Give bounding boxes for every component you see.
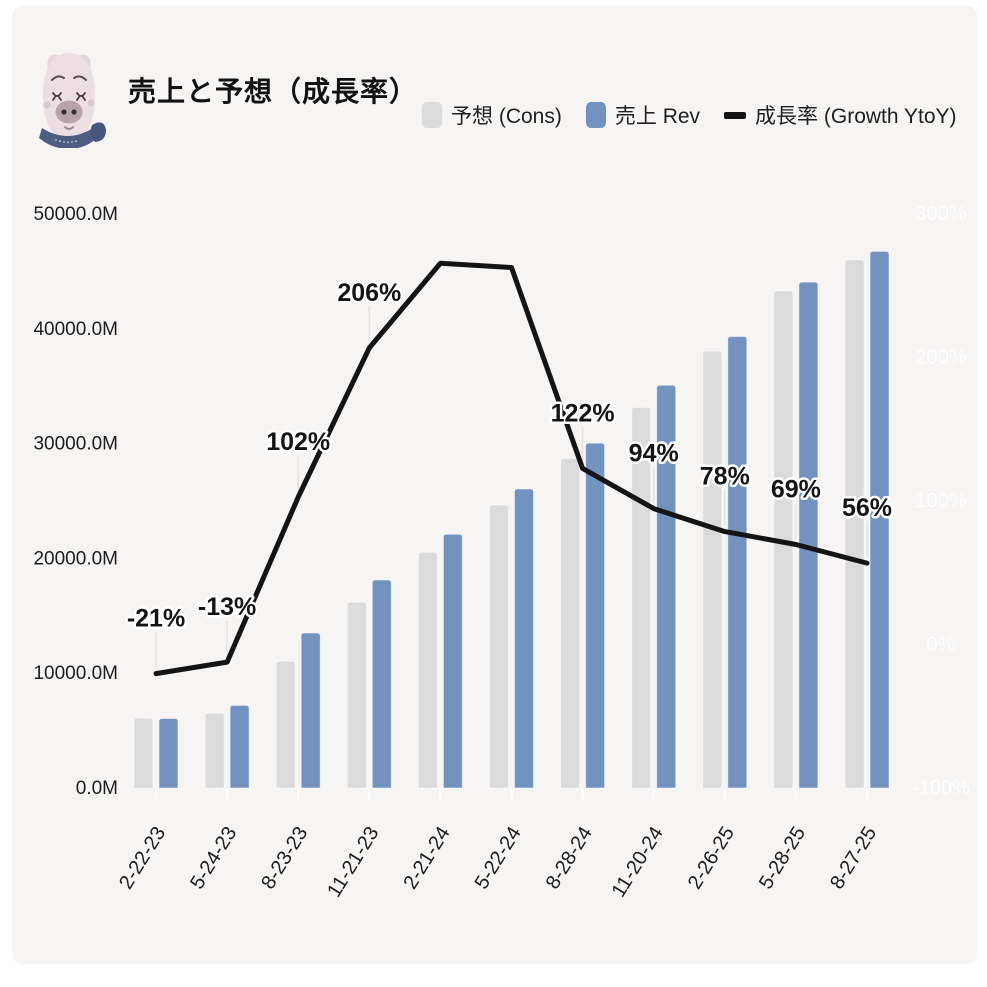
y-axis-right-label: 300% [915,203,966,225]
legend: 予想 (Cons) 売上 Rev 成長率 (Growth YtoY) [422,100,957,130]
legend-label: 予想 (Cons) [451,105,562,128]
bar-rev [442,533,463,789]
y-axis-left-label: 10000.0M [33,663,118,684]
x-axis-label: 5-22-24 [471,823,526,893]
growth-line [153,260,870,677]
bar-cons [417,551,438,789]
legend-swatch-icon [585,102,606,128]
growth-point-label: 56% [842,494,892,522]
pig-scarf-text-dots [55,139,77,144]
growth-point-label: -13% [198,593,256,621]
growth-point-label: 122% [551,399,615,427]
y-axis-right-label: 200% [915,347,966,369]
bar-rev [585,442,606,789]
legend-item-rev: 売上 Rev [585,100,701,130]
pig-eye-left [52,92,62,101]
y-axis-left-label: 0.0M [76,778,118,799]
chart-title: 売上と予想（成長率） [128,76,419,107]
x-axis-label: 8-27-25 [826,823,881,893]
growth-point-label: -21% [127,605,185,633]
legend-swatch-icon [724,111,747,119]
growth-point-label: 69% [771,475,821,503]
x-axis-label: 11-21-23 [323,823,383,901]
legend-swatch-icon [422,102,442,128]
x-axis-label: 8-23-23 [257,823,312,893]
bar-cons [133,717,154,789]
bar-cons [773,290,794,789]
pig-head [42,53,96,141]
y-axis-left-label: 20000.0M [33,548,118,569]
y-axis-left-label: 50000.0M [33,204,118,225]
growth-point-label: 206% [337,279,401,307]
y-axis-right-label: 100% [915,490,966,512]
bar-cons [844,259,865,789]
bar-rev [371,579,392,789]
pig-scarf [39,126,101,148]
pig-mouth [64,126,74,130]
pig-snout [55,100,83,124]
pig-nostril-left [61,109,67,115]
growth-point-label: 94% [629,440,679,468]
y-axis-left-label: 40000.0M [33,319,118,340]
bar-cons [489,504,509,789]
bar-rev [514,488,534,789]
bar-rev [300,632,321,789]
y-axis-right-label: 0% [927,634,956,656]
bar-cons [204,712,225,789]
bar-rev [869,250,890,789]
legend-item-growth: 成長率 (Growth YtoY) [724,100,957,130]
x-axis-label: 2-26-25 [684,823,739,893]
y-axis-left-label: 30000.0M [33,434,118,455]
pig-eyebrow-left [51,75,65,81]
pig-mascot-icon [39,53,106,148]
x-axis-label: 5-24-23 [186,823,241,893]
bar-rev [229,704,250,789]
bar-cons [702,350,723,789]
pig-cheek-right [87,99,95,107]
x-axis-label: 8-28-24 [542,823,597,893]
pig-eyebrow-right [73,75,87,81]
bar-rev [158,718,179,789]
pig-eye-right [76,92,86,101]
bar-cons [346,601,367,789]
bar-rev [727,335,748,789]
bar-rev [656,384,677,789]
x-axis-label: 11-20-24 [608,823,668,901]
legend-label: 成長率 (Growth YtoY) [755,105,957,128]
bar-cons [275,660,296,789]
x-axis-label: 5-28-25 [755,823,810,893]
legend-label: 売上 Rev [614,105,701,128]
pig-scarf-knot [90,122,106,142]
x-axis-label: 2-21-24 [399,823,454,893]
growth-point-label: 78% [700,463,750,491]
pig-nostril-right [71,109,77,115]
legend-item-cons: 予想 (Cons) [422,100,562,130]
bar-rev [798,281,819,789]
bar-cons [560,458,581,789]
growth-point-label: 102% [266,428,330,456]
pig-cheek-left [43,101,51,109]
y-axis-right-label: -100% [912,777,970,799]
x-axis-label: 2-22-23 [115,823,170,893]
